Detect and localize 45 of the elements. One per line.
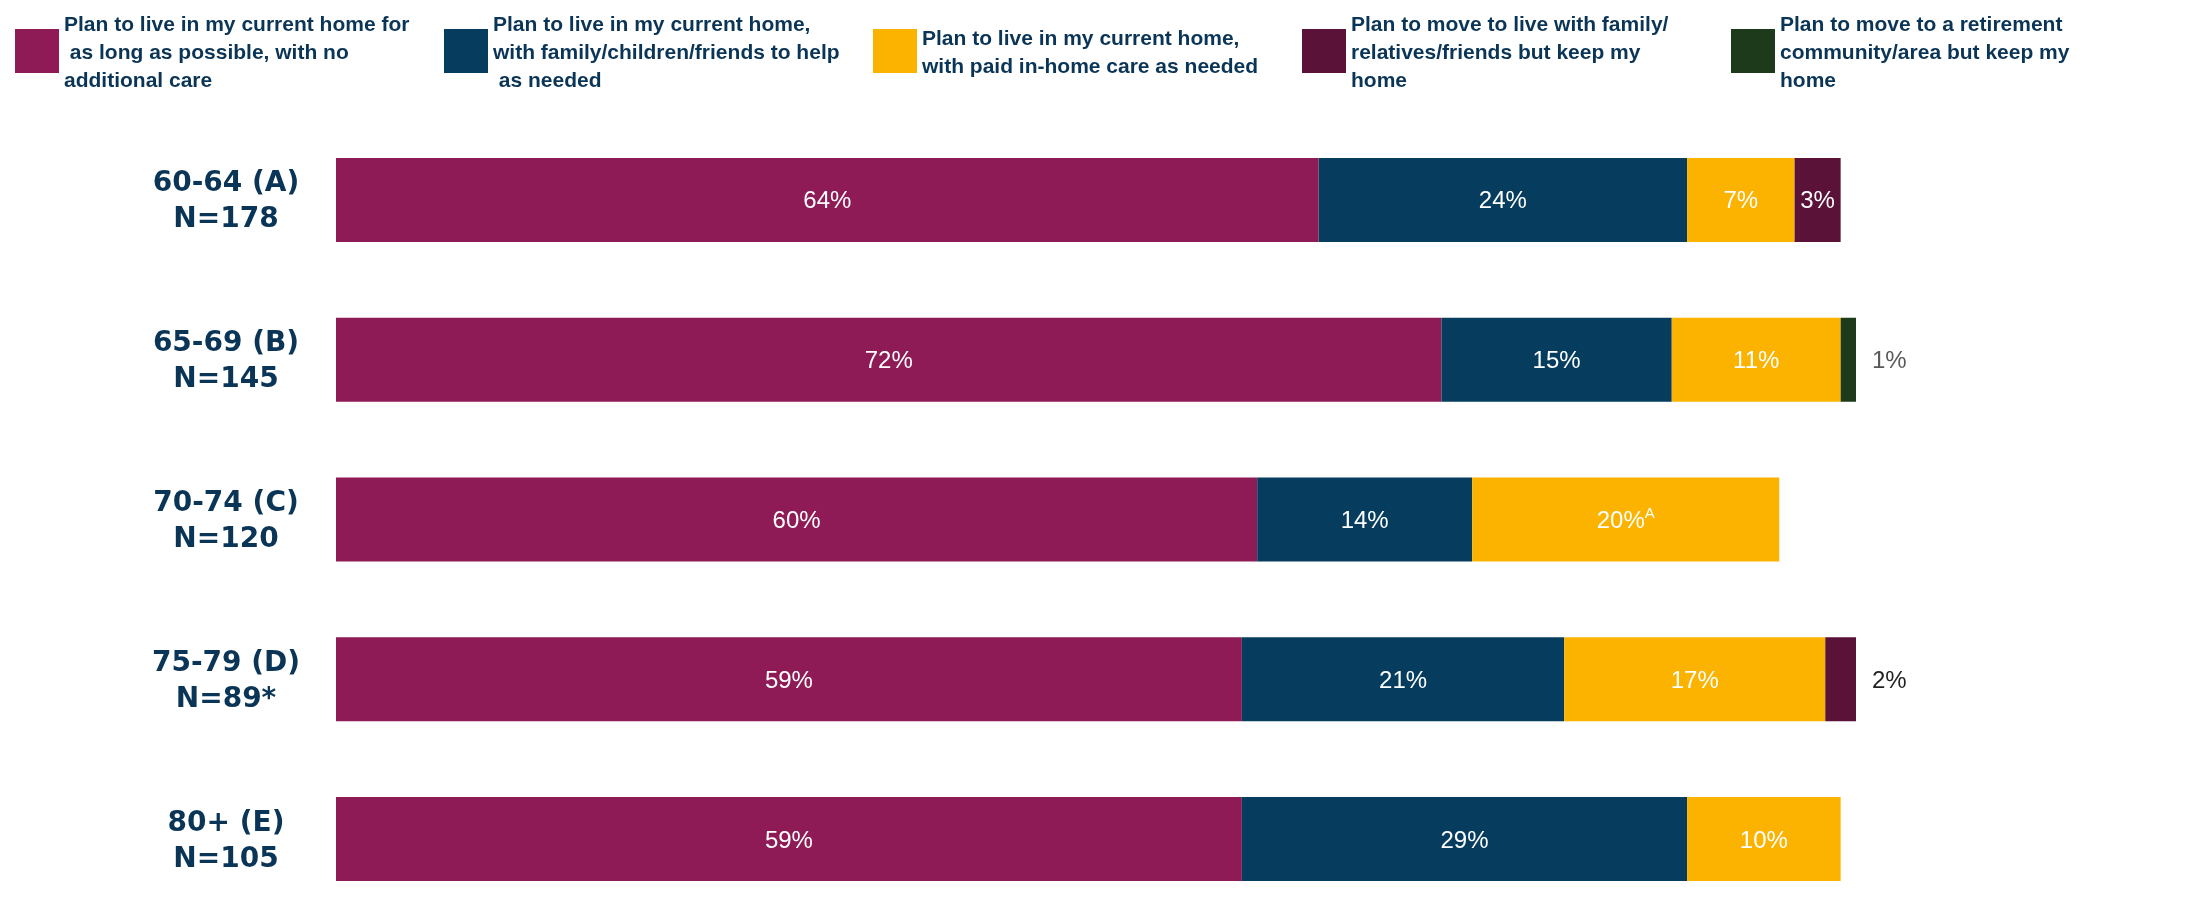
data-label: 11% — [1733, 346, 1780, 374]
bar — [1840, 317, 1856, 402]
data-label: 29% — [1440, 825, 1489, 853]
data-label: 1% — [1872, 346, 1907, 374]
bar — [336, 317, 1442, 402]
data-label: 60% — [772, 506, 821, 533]
bar — [336, 477, 1258, 562]
legend-label: Plan to live in my current home for as long as possible, with no additional care — [64, 11, 410, 91]
data-label: 3% — [1800, 186, 1835, 214]
bar — [1687, 797, 1841, 882]
bar — [1472, 477, 1780, 562]
y-tick-label: 70-74 (C) N=120 — [153, 485, 299, 554]
bar — [1257, 477, 1473, 562]
legend-label: Plan to live in my current home, with paid in-home care as needed — [921, 25, 1259, 77]
data-label: 21% — [1379, 665, 1428, 693]
legend-label: Plan to move to a retirement community/area but keep my home — [1780, 11, 2076, 91]
bar — [1687, 157, 1795, 242]
bar — [336, 157, 1319, 242]
bar — [1441, 317, 1672, 402]
data-label: 72% — [864, 346, 913, 374]
data-label: 10% — [1739, 825, 1788, 853]
y-tick-label: 60-64 (A) N=178 — [152, 165, 300, 235]
data-label: 7% — [1723, 186, 1759, 214]
data-label: 59% — [764, 665, 813, 693]
bar — [336, 797, 1242, 882]
bar — [1241, 637, 1565, 722]
y-tick-label: 65-69 (B) N=145 — [152, 325, 300, 395]
data-label: 2% — [1872, 665, 1907, 693]
y-tick-label: 75-79 (D) N=89* — [151, 644, 301, 714]
bar — [1241, 797, 1688, 882]
bar — [1825, 637, 1856, 722]
y-tick-label: 80+ (E) N=105 — [167, 804, 285, 874]
data-label: 17% — [1670, 665, 1719, 693]
data-label: 24% — [1478, 186, 1527, 214]
data-label: 64% — [803, 186, 852, 214]
bar — [1671, 317, 1841, 402]
legend-label: Plan to live in my current home, with family/children/friends to help as needed — [492, 11, 840, 91]
legend-label: Plan to move to live with family/relatives/friends but keep my home — [1351, 11, 1669, 91]
data-label: 59% — [764, 825, 813, 853]
bar — [1318, 157, 1688, 242]
bar — [1794, 157, 1841, 242]
data-label: 15% — [1532, 346, 1581, 374]
bar — [336, 637, 1242, 722]
data-label: 14% — [1340, 506, 1389, 533]
bar — [1564, 637, 1826, 722]
